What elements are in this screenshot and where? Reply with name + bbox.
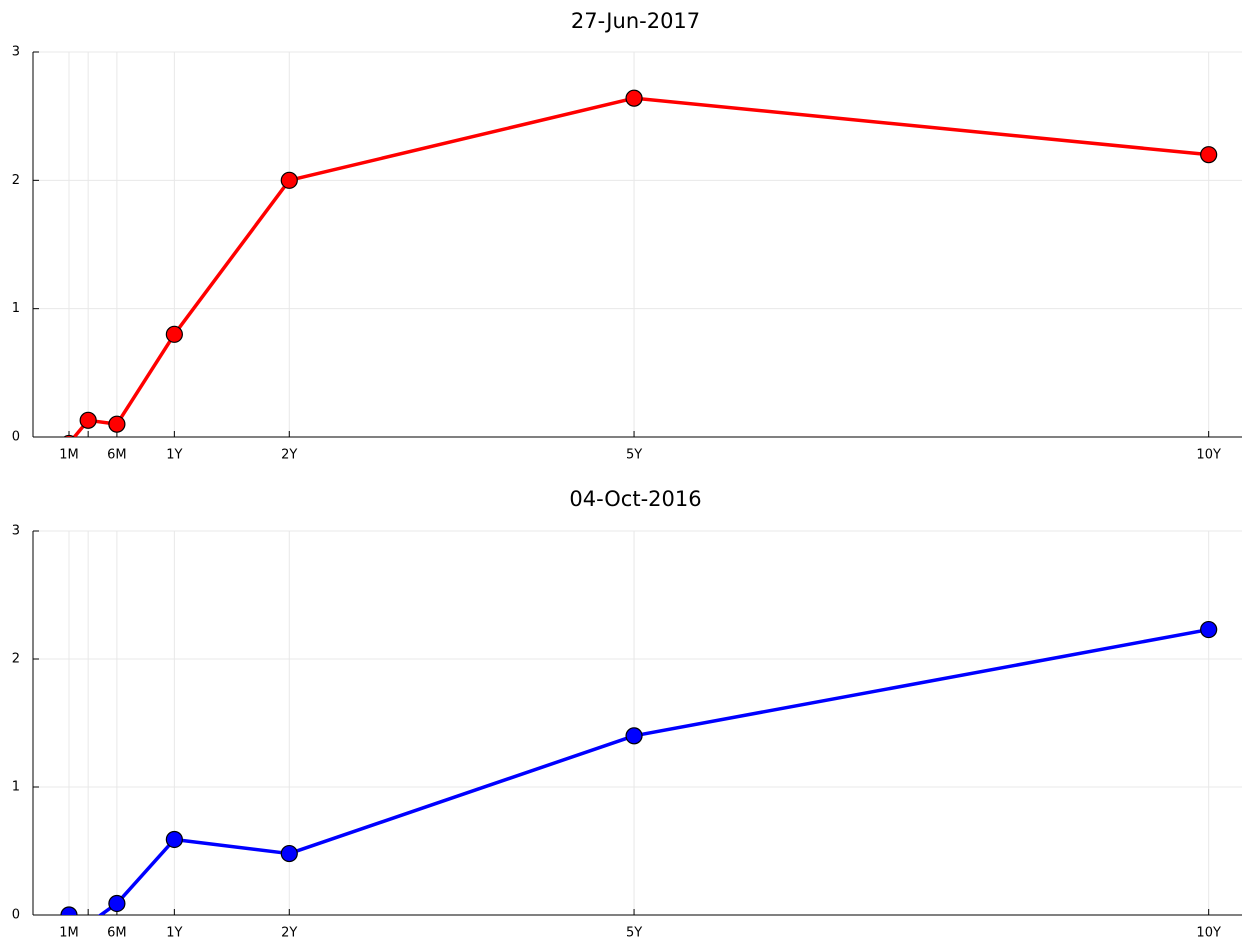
x-tick-label: 10Y xyxy=(1196,448,1221,463)
y-tick-label: 3 xyxy=(12,45,20,60)
y-tick-label: 2 xyxy=(12,652,20,667)
data-point xyxy=(165,325,183,343)
y-tick-label: 0 xyxy=(12,430,20,445)
x-tick-label: 6M xyxy=(107,926,127,941)
series-line xyxy=(72,96,1209,437)
data-point xyxy=(280,844,298,863)
y-tick-label: 0 xyxy=(12,908,20,923)
data-point xyxy=(165,830,183,849)
data-point xyxy=(280,171,298,189)
data-point xyxy=(1200,620,1218,639)
data-point xyxy=(625,89,643,107)
plot-area xyxy=(60,620,1218,932)
plot-area xyxy=(63,89,1218,437)
x-tick-label: 1Y xyxy=(166,926,182,941)
y-tick-label: 1 xyxy=(12,301,20,316)
data-point xyxy=(108,415,126,433)
chart-title: 27-Jun-2017 xyxy=(571,9,700,33)
x-tick-label: 1M xyxy=(59,448,79,463)
x-tick-label: 5Y xyxy=(626,926,642,941)
x-tick-label: 5Y xyxy=(626,448,642,463)
data-point xyxy=(1200,146,1218,164)
x-tick-label: 1M xyxy=(59,926,79,941)
data-point xyxy=(108,894,126,913)
chart-title: 04-Oct-2016 xyxy=(569,487,701,511)
x-tick-label: 2Y xyxy=(281,926,297,941)
y-tick-label: 3 xyxy=(12,524,20,539)
y-tick-label: 1 xyxy=(12,780,20,795)
x-tick-label: 2Y xyxy=(281,448,297,463)
data-point xyxy=(60,906,78,915)
data-point xyxy=(625,727,643,745)
data-point xyxy=(79,411,97,429)
x-tick-label: 6M xyxy=(107,448,127,463)
x-tick-label: 1Y xyxy=(166,448,182,463)
x-tick-label: 10Y xyxy=(1196,926,1221,941)
data-point xyxy=(63,434,75,437)
series-line xyxy=(69,627,1209,915)
data-point xyxy=(80,916,96,932)
y-tick-label: 2 xyxy=(12,173,20,188)
